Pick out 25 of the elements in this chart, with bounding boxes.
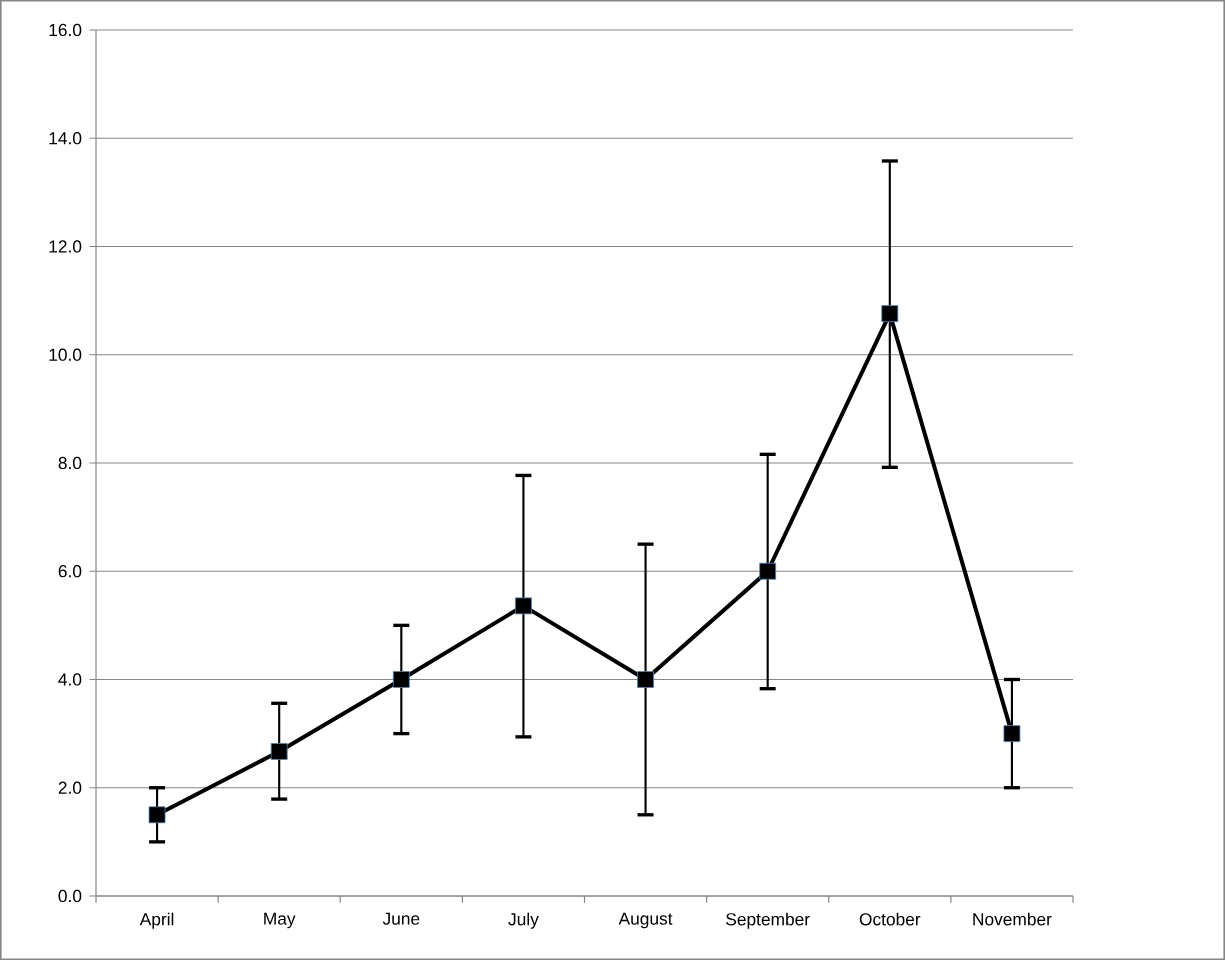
point (759, 562, 777, 580)
point (270, 743, 288, 760)
y-tick-label: 2.0 (58, 781, 82, 794)
x-tick-label: September (726, 912, 810, 929)
point (881, 305, 899, 322)
y-tick-label: 10.0 (49, 348, 82, 361)
x-tick-label: July (508, 912, 539, 929)
point (1003, 725, 1021, 743)
y-tick-label: 4.0 (58, 673, 82, 686)
x-tick-label: October (859, 912, 921, 926)
y-tick-label: 12.0 (49, 240, 82, 253)
y-tick-label: 6.0 (58, 565, 82, 578)
point (637, 671, 654, 688)
point (515, 597, 532, 615)
point (148, 806, 166, 824)
x-tick-label: May (264, 912, 296, 929)
y-tick-label: 0.0 (58, 889, 82, 903)
x-tick-label: April (139, 912, 174, 929)
x-tick-label: June (382, 912, 420, 925)
y-tick-label: 16.0 (49, 23, 82, 37)
point (392, 671, 410, 688)
y-tick-label: 14.0 (49, 132, 82, 145)
x-tick-label: November (973, 912, 1052, 926)
y-tick-label: 8.0 (58, 456, 82, 470)
x-tick-label: August (618, 912, 673, 929)
